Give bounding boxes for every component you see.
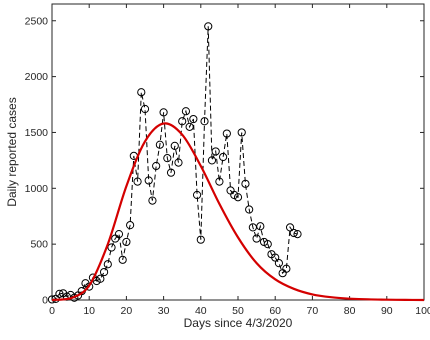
data-point (152, 161, 161, 171)
data-point (185, 122, 194, 131)
data-point (241, 179, 250, 188)
x-tick-label: 90 (381, 305, 393, 317)
y-tick-label: 2000 (25, 71, 49, 83)
x-tick-label: 0 (49, 305, 55, 317)
data-point (133, 177, 142, 186)
y-axis: 0 500 1000 1500 2000 2500 (25, 15, 424, 307)
data-point (263, 240, 272, 249)
observed-cases-markers (47, 22, 302, 304)
data-point (271, 253, 280, 262)
plot-area (51, 3, 425, 301)
data-point (192, 190, 202, 200)
x-tick-label: 10 (83, 305, 95, 317)
x-tick-label: 50 (232, 305, 244, 317)
data-point (155, 140, 164, 149)
data-point (118, 255, 127, 264)
data-point (85, 282, 94, 291)
data-point (189, 114, 198, 124)
y-tick-label: 500 (30, 239, 48, 251)
x-tick-label: 40 (195, 305, 207, 317)
data-point (237, 128, 246, 137)
fitted-curve (51, 122, 425, 302)
data-point (285, 223, 295, 232)
x-tick-label: 100 (415, 305, 430, 317)
data-point (170, 141, 179, 150)
data-point (181, 107, 191, 116)
data-point (252, 234, 261, 243)
y-tick-label: 2500 (25, 15, 49, 27)
data-point (103, 260, 112, 269)
data-point (211, 147, 220, 156)
data-point (140, 104, 150, 114)
data-point (122, 237, 131, 247)
data-point (256, 222, 265, 231)
data-point (178, 117, 187, 126)
data-point (215, 177, 224, 186)
data-point (207, 156, 217, 165)
data-point (159, 108, 168, 117)
data-point (144, 176, 153, 185)
data-point (96, 274, 105, 283)
data-point (107, 243, 116, 252)
data-point (293, 229, 302, 239)
data-point (233, 193, 243, 202)
data-point (163, 154, 172, 163)
data-point (166, 168, 176, 177)
data-point (200, 117, 209, 126)
x-tick-label: 60 (269, 305, 281, 317)
data-point (99, 267, 109, 277)
data-point (114, 229, 124, 239)
data-point (274, 259, 284, 268)
y-tick-label: 1000 (25, 183, 49, 195)
data-point (282, 264, 291, 273)
x-axis: 0 10 20 30 40 50 60 70 80 90 100 (49, 4, 430, 317)
data-point (196, 235, 205, 244)
data-point (245, 205, 254, 214)
x-tick-label: 30 (158, 305, 170, 317)
x-tick-label: 70 (307, 305, 319, 317)
data-point (222, 129, 231, 138)
data-point (174, 158, 183, 167)
y-axis-label: Daily reported cases (5, 97, 19, 206)
data-point (219, 152, 228, 162)
data-point (289, 228, 298, 238)
data-point (126, 221, 135, 230)
y-tick-label: 0 (42, 295, 48, 307)
y-tick-label: 1500 (25, 127, 49, 139)
data-point (204, 22, 213, 31)
x-tick-label: 20 (121, 305, 133, 317)
x-axis-label: Days since 4/3/2020 (184, 316, 293, 330)
data-point (55, 289, 64, 298)
data-point (148, 196, 157, 205)
data-point (137, 88, 146, 97)
x-tick-label: 80 (344, 305, 356, 317)
